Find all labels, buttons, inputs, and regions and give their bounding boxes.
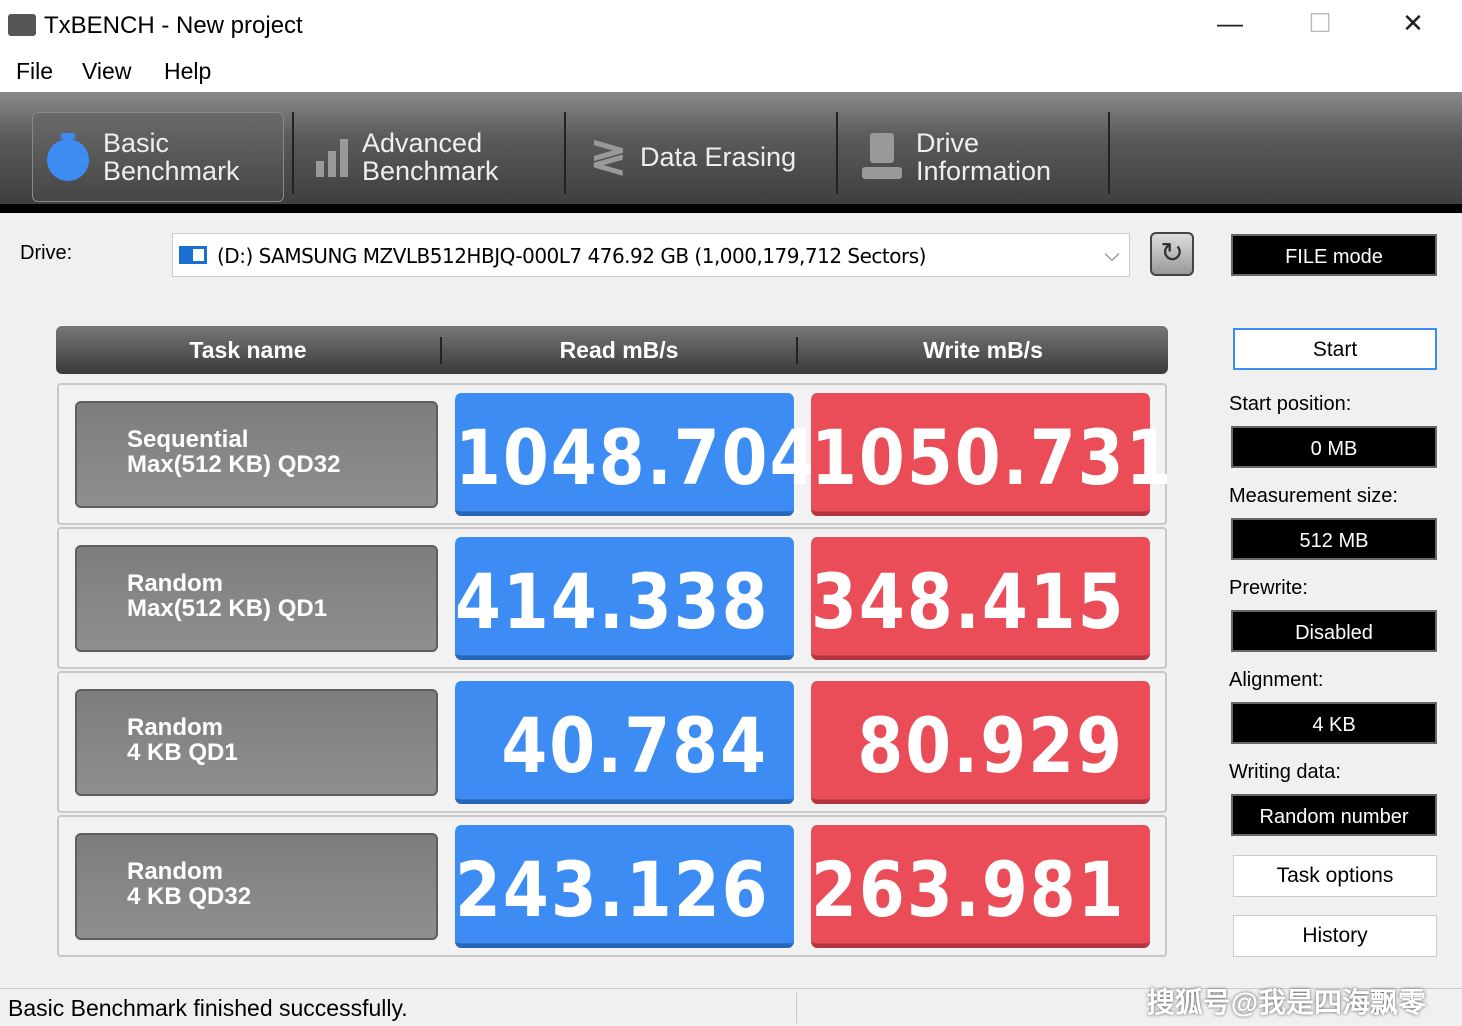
stopwatch-icon (47, 133, 89, 181)
table-row: Random 4 KB QD32 243.126 263.981 (57, 815, 1167, 957)
task-name: Sequential (127, 426, 249, 453)
tab-label: Advanced (362, 128, 483, 158)
watermark: 搜狐号@我是四海飘零 (1146, 987, 1426, 1018)
divider (0, 204, 1462, 213)
task-name: Random (127, 858, 223, 885)
write-value: 1050.731 (811, 392, 1172, 517)
task-param: Max(512 KB) QD32 (127, 451, 341, 478)
task-random-4k-qd32[interactable]: Random 4 KB QD32 (75, 833, 438, 940)
tab-data-erasing[interactable]: ≷ Data Erasing (576, 112, 834, 202)
tab-basic-benchmark[interactable]: Basic Benchmark (32, 112, 284, 202)
read-value: 40.784 (455, 680, 794, 805)
read-value: 243.126 (455, 824, 794, 949)
drive-info-icon (862, 133, 902, 181)
task-param: Max(512 KB) QD1 (127, 595, 328, 622)
header-read: Read mB/s (442, 336, 798, 364)
menu-help[interactable]: Help (164, 58, 212, 84)
divider (292, 112, 294, 194)
read-value: 414.338 (455, 536, 794, 661)
task-random-4k-qd1[interactable]: Random 4 KB QD1 (75, 689, 438, 796)
tab-label: Basic (103, 128, 170, 158)
task-param: 4 KB QD32 (127, 883, 252, 910)
history-button[interactable]: History (1233, 915, 1437, 957)
tab-label: Benchmark (362, 156, 499, 186)
menu-file[interactable]: File (16, 58, 54, 84)
drive-value: (D:) SAMSUNG MZVLB512HBJQ-000L7 476.92 G… (217, 244, 926, 268)
chevron-down-icon: ⌵ (1104, 242, 1119, 266)
divider (836, 112, 838, 194)
start-position-label: Start position: (1229, 393, 1352, 415)
write-value: 80.929 (811, 680, 1150, 805)
header-task-name: Task name (56, 336, 442, 364)
maximize-button[interactable]: ☐ (1308, 8, 1332, 38)
status-bar: Basic Benchmark finished successfully. 搜… (0, 987, 1462, 1026)
table-row: Random Max(512 KB) QD1 414.338 348.415 (57, 527, 1167, 669)
app-icon (8, 14, 36, 36)
minimize-button[interactable]: — (1217, 8, 1243, 38)
divider (1108, 112, 1110, 194)
writing-data-label: Writing data: (1229, 761, 1341, 783)
tab-label: Drive (916, 128, 980, 158)
tab-advanced-benchmark[interactable]: Advanced Benchmark (302, 112, 562, 202)
close-button[interactable]: ✕ (1402, 8, 1424, 38)
prewrite-label: Prewrite: (1229, 577, 1308, 599)
table-header: Task name Read mB/s Write mB/s (56, 326, 1168, 374)
divider (564, 112, 566, 194)
prewrite-field[interactable]: Disabled (1231, 610, 1437, 652)
alignment-label: Alignment: (1229, 669, 1324, 691)
table-row: Sequential Max(512 KB) QD32 1048.704 1050… (57, 383, 1172, 525)
writing-data-field[interactable]: Random number (1231, 794, 1437, 836)
tab-label: Data Erasing (640, 142, 797, 172)
refresh-icon: ↻ (1160, 237, 1184, 268)
drive-select[interactable]: (D:) SAMSUNG MZVLB512HBJQ-000L7 476.92 G… (172, 233, 1130, 277)
tab-label: Information (916, 156, 1052, 186)
status-text: Basic Benchmark finished successfully. (8, 995, 408, 1021)
menu-view[interactable]: View (82, 58, 132, 84)
table-row: Random 4 KB QD1 40.784 80.929 (57, 671, 1167, 813)
measurement-size-field[interactable]: 512 MB (1231, 518, 1437, 560)
start-button[interactable]: Start (1233, 328, 1437, 370)
refresh-button[interactable]: ↻ (1150, 232, 1194, 276)
bar-chart-icon (316, 137, 348, 177)
title-bar: TxBENCH - New project — ☐ ✕ (0, 0, 1462, 50)
menu-bar: File View Help (0, 50, 1462, 92)
window-title: TxBENCH - New project (44, 12, 303, 39)
read-value: 1048.704 (455, 392, 816, 517)
measurement-size-label: Measurement size: (1229, 485, 1398, 507)
write-value: 263.981 (811, 824, 1150, 949)
alignment-field[interactable]: 4 KB (1231, 702, 1437, 744)
task-name: Random (127, 570, 223, 597)
task-name: Random (127, 714, 223, 741)
header-write: Write mB/s (923, 336, 1043, 363)
task-param: 4 KB QD1 (127, 739, 238, 766)
toolbar: Basic Benchmark Advanced Benchmark ≷ Data … (0, 92, 1462, 206)
divider (796, 993, 797, 1023)
task-sequential-qd32[interactable]: Sequential Max(512 KB) QD32 (75, 401, 438, 508)
task-options-button[interactable]: Task options (1233, 855, 1437, 897)
start-position-field[interactable]: 0 MB (1231, 426, 1437, 468)
tab-label: Benchmark (103, 156, 240, 186)
eraser-icon: ≷ (590, 132, 627, 181)
task-random-512k-qd1[interactable]: Random Max(512 KB) QD1 (75, 545, 438, 652)
drive-icon (179, 246, 207, 264)
tab-drive-information[interactable]: Drive Information (848, 112, 1108, 202)
file-mode-indicator[interactable]: FILE mode (1231, 234, 1437, 276)
drive-label: Drive: (20, 242, 73, 264)
write-value: 348.415 (811, 536, 1150, 661)
